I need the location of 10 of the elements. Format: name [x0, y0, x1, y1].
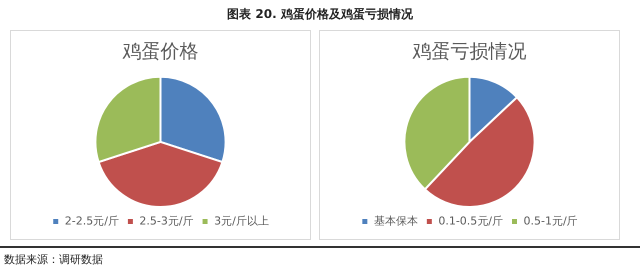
legend-label: 2-2.5元/斤: [64, 214, 119, 228]
legend-label: 3元/斤以上: [214, 214, 269, 228]
source-note: 数据来源：调研数据: [4, 252, 103, 267]
legend-label: 0.1-0.5元/斤: [438, 214, 504, 228]
chart-title: 鸡蛋价格: [122, 40, 198, 62]
text: 图表 20. 鸡蛋价格及鸡蛋亏损情况: [226, 6, 414, 23]
chart-title: 鸡蛋亏损情况: [412, 40, 526, 62]
legend-label: 基本保本: [374, 214, 418, 228]
legend-label: 2.5-3元/斤: [139, 214, 194, 228]
legend-label: 0.5-1元/斤: [524, 214, 578, 228]
